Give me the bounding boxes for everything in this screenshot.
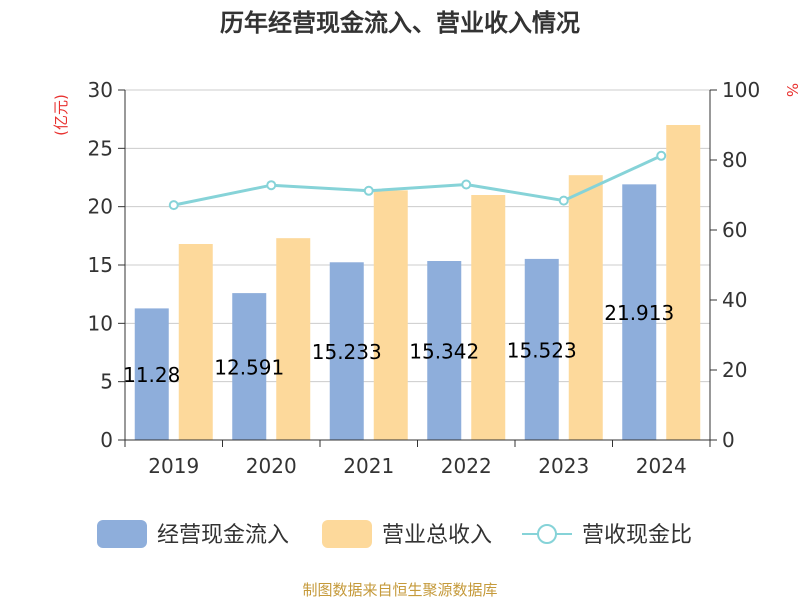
axes: 0 5 10 15 20 25 30 0 20 40 60 80 100 2019 2020 2021 2022…	[88, 78, 761, 478]
line-series	[168, 150, 667, 211]
data-label: 21.913	[604, 301, 674, 325]
legend-marker	[537, 524, 557, 544]
x-tick-label: 2024	[636, 454, 687, 478]
legend-item[interactable]: 营业总收入	[322, 520, 492, 548]
legend-swatch	[97, 520, 147, 548]
x-tick-label: 2021	[343, 454, 394, 478]
legend-label: 营业总收入	[382, 523, 492, 548]
legend-item[interactable]: 经营现金流入	[97, 520, 289, 548]
line-point[interactable]	[168, 200, 179, 211]
x-tick-label: 2019	[148, 454, 199, 478]
bar[interactable]	[471, 195, 506, 440]
ratio-line	[173, 154, 662, 207]
right-axis-unit: %	[783, 83, 800, 97]
bar[interactable]	[178, 244, 213, 440]
bar-series	[134, 125, 701, 440]
data-label: 15.233	[312, 340, 382, 364]
bar[interactable]	[427, 261, 462, 440]
bar[interactable]	[232, 293, 267, 440]
data-label: 11.28	[123, 363, 180, 387]
right-tick-label: 80	[722, 148, 747, 172]
data-label: 15.342	[409, 340, 479, 364]
line-point[interactable]	[266, 180, 277, 191]
bar[interactable]	[329, 262, 364, 440]
line-point[interactable]	[363, 185, 374, 196]
bar[interactable]	[568, 175, 603, 440]
left-tick-label: 5	[100, 370, 113, 394]
right-tick-label: 40	[722, 288, 747, 312]
bar[interactable]	[524, 258, 559, 440]
bar[interactable]	[373, 190, 408, 440]
line-point[interactable]	[558, 195, 569, 206]
left-tick-label: 30	[88, 78, 113, 102]
data-labels: 11.28 12.591 15.233 15.342 15.523 21.913	[123, 301, 674, 387]
bar[interactable]	[666, 125, 701, 440]
data-label: 12.591	[214, 356, 284, 380]
legend-label: 经营现金流入	[157, 523, 289, 548]
bar[interactable]	[276, 238, 311, 440]
x-tick-label: 2022	[441, 454, 492, 478]
legend-label: 营收现金比	[582, 523, 692, 548]
left-tick-label: 20	[88, 195, 113, 219]
line-point[interactable]	[461, 179, 472, 190]
x-tick-label: 2020	[246, 454, 297, 478]
right-tick-label: 60	[722, 218, 747, 242]
right-tick-label: 0	[722, 428, 735, 452]
bar[interactable]	[134, 308, 169, 440]
left-tick-label: 15	[88, 253, 113, 277]
right-tick-label: 20	[722, 358, 747, 382]
line-point[interactable]	[656, 150, 667, 161]
bar[interactable]	[622, 184, 657, 440]
legend[interactable]: 经营现金流入 营业总收入 营收现金比	[97, 520, 692, 548]
legend-item[interactable]: 营收现金比	[522, 523, 692, 548]
right-tick-label: 100	[722, 78, 760, 102]
left-tick-label: 10	[88, 311, 113, 335]
gridlines	[125, 89, 710, 383]
x-tick-label: 2023	[538, 454, 589, 478]
data-label: 15.523	[507, 338, 577, 362]
chart-title: 历年经营现金流入、营业收入情况	[220, 9, 580, 37]
left-axis-unit: (亿元)	[52, 94, 70, 136]
legend-swatch	[322, 520, 372, 548]
left-tick-label: 0	[100, 428, 113, 452]
source-note: 制图数据来自恒生聚源数据库	[302, 581, 497, 599]
left-tick-label: 25	[88, 136, 113, 160]
